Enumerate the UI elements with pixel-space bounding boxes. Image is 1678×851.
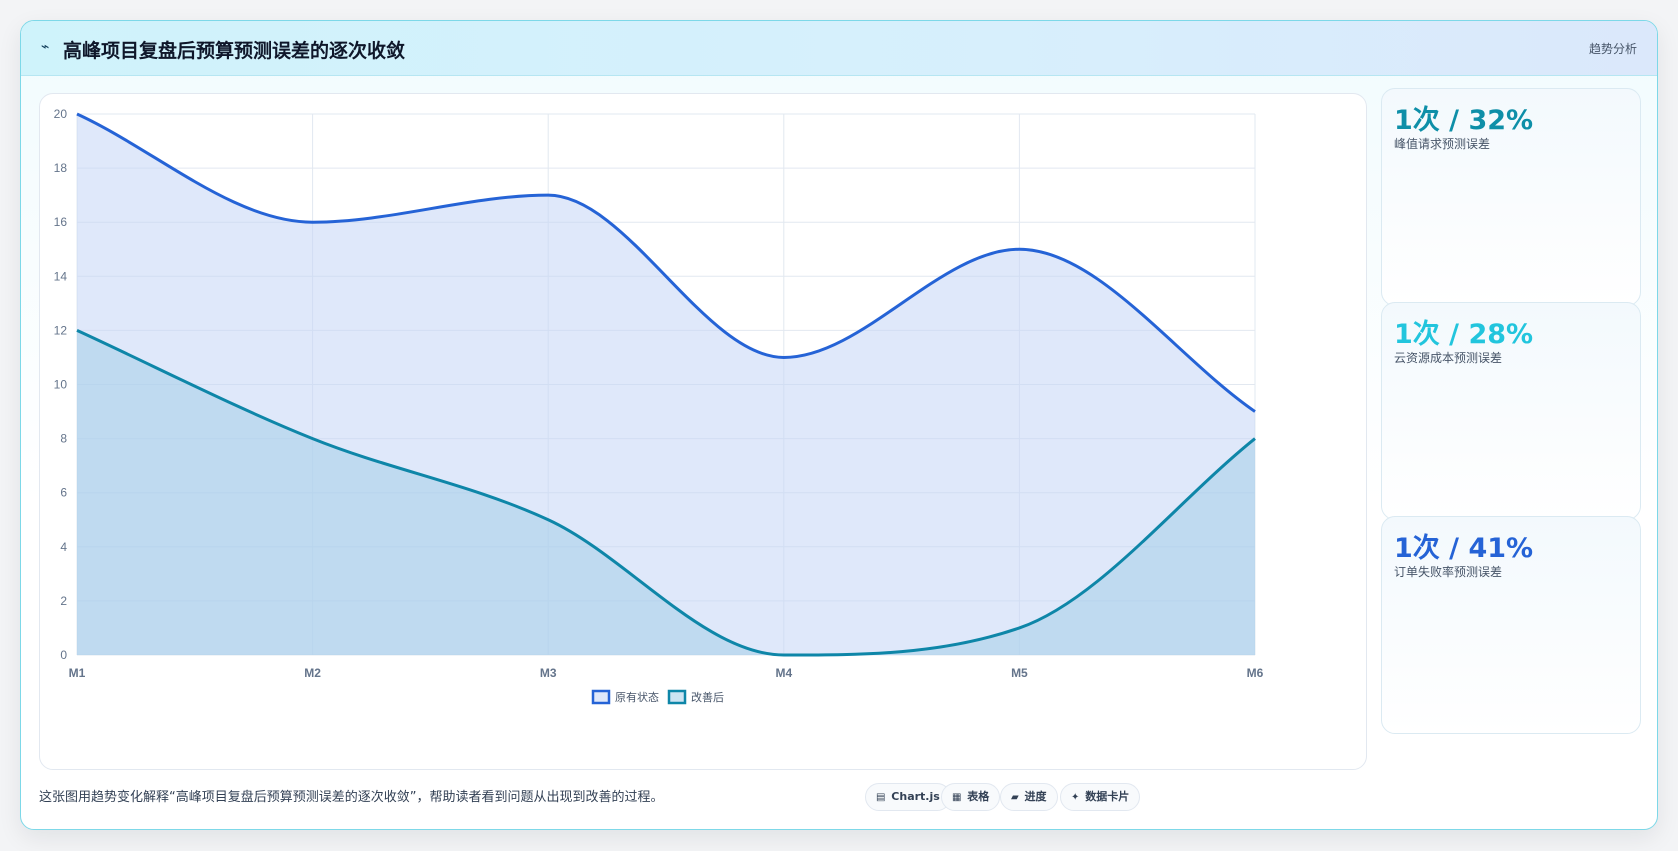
chip-progress[interactable]: ▰ 进度 [1000,783,1058,811]
y-tick-label: 14 [54,269,68,283]
y-tick-label: 20 [54,107,68,121]
y-tick-label: 0 [60,648,67,662]
area-chart: 0 2 4 6 8 10 12 14 16 18 20 M1 M2 M3 M4 M5 M6 原有状态 改善后 [54,107,1264,705]
series-area-1 [77,330,1255,655]
stat-label: 峰值请求预测误差 [1394,137,1491,151]
y-tick-label: 8 [60,432,67,446]
sparkle-icon: ✦ [1071,792,1080,803]
progress-icon: ▰ [1011,792,1019,803]
chip-label: 进度 [1024,790,1047,803]
stat-label: 云资源成本预测误差 [1394,351,1503,365]
bolt-icon: ⌁ [41,39,50,55]
y-tick-label: 10 [54,378,68,392]
y-tick-label: 6 [60,486,67,500]
table-icon: ▦ [952,792,962,803]
legend-label: 原有状态 [615,690,659,704]
y-tick-label: 18 [54,161,68,175]
x-tick-label: M1 [69,666,86,680]
series-line-1 [76,329,1256,657]
chart-caption: 这张图用趋势变化解释“高峰项目复盘后预算预测误差的逐次收敛”，帮助读者看到问题从… [39,790,664,805]
card-title: 高峰项目复盘后预算预测误差的逐次收敛 [63,40,406,62]
category-tag: 趋势分析 [1588,42,1637,56]
stat-card-peak-requests: 1次 / 32% 峰值请求预测误差 [1381,88,1641,306]
stat-card-order-failure: 1次 / 41% 订单失败率预测误差 [1381,516,1641,734]
y-tick-label: 16 [54,215,68,229]
stat-label: 订单失败率预测误差 [1394,565,1503,579]
x-tick-label: M5 [1011,666,1028,680]
chip-chartjs[interactable]: ▤ Chart.js [865,783,951,811]
dashboard-card: ⌁ 高峰项目复盘后预算预测误差的逐次收敛 趋势分析 0 2 4 6 8 10 12 14 16 1… [20,20,1658,830]
chip-label: 表格 [967,790,990,803]
series-line-0 [76,112,1256,413]
x-tick-label: M4 [775,666,792,680]
chip-label: Chart.js [891,790,940,803]
card-header: ⌁ 高峰项目复盘后预算预测误差的逐次收敛 趋势分析 [21,21,1657,76]
stat-value: 1次 / 28% [1394,319,1534,350]
chip-data-cards[interactable]: ✦ 数据卡片 [1060,783,1141,811]
chart-icon: ▤ [876,792,886,803]
chip-label: 数据卡片 [1085,790,1130,803]
y-tick-label: 4 [60,540,67,554]
stat-card-cloud-cost: 1次 / 28% 云资源成本预测误差 [1381,302,1641,520]
legend-swatch [667,689,687,705]
legend-swatch [591,689,611,705]
x-tick-label: M6 [1247,666,1264,680]
x-tick-label: M3 [540,666,557,680]
y-tick-label: 12 [54,323,68,337]
legend-label: 改善后 [691,690,724,704]
x-tick-label: M2 [304,666,321,680]
stat-value: 1次 / 32% [1394,105,1534,136]
y-tick-label: 2 [60,594,67,608]
stat-value: 1次 / 41% [1394,533,1534,564]
chart-panel: 0 2 4 6 8 10 12 14 16 18 20 M1 M2 M3 M4 M5 M6 原有状态 改善后 [39,93,1367,770]
chip-table[interactable]: ▦ 表格 [941,783,1001,811]
